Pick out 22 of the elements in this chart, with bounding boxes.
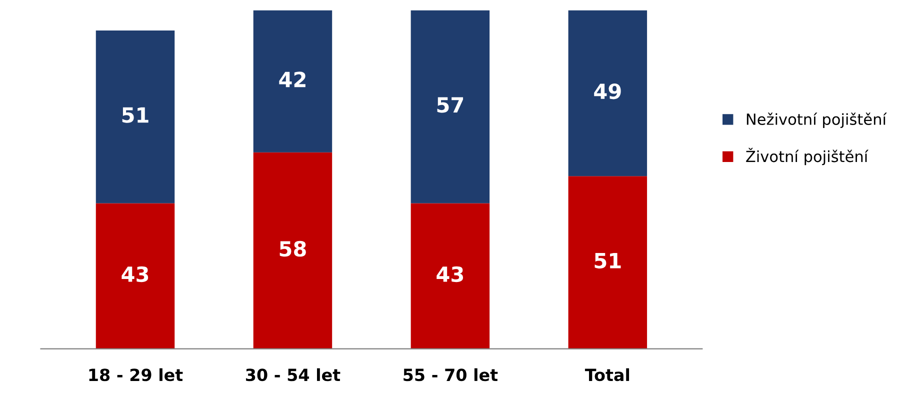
data-label: 58 — [280, 240, 306, 257]
bar — [568, 176, 648, 349]
data-label: 43 — [436, 266, 464, 282]
x-tick-label: 18 - 29 let — [89, 368, 183, 382]
bar — [568, 10, 648, 176]
data-label: 42 — [279, 72, 306, 88]
data-label: 49 — [594, 83, 621, 100]
x-tick-label: Total — [584, 368, 630, 382]
legend-label: Životní pojištění — [746, 148, 869, 166]
data-label: 51 — [594, 253, 621, 269]
legend-label: Neživotní pojištění — [746, 112, 887, 128]
bar — [253, 152, 332, 349]
data-label: 43 — [122, 266, 148, 282]
x-tick-label: 55 - 70 let — [404, 368, 498, 382]
data-label: 51 — [122, 107, 148, 123]
bar — [253, 10, 332, 152]
x-tick-label: 30 - 54 let — [246, 368, 340, 382]
bar — [410, 10, 490, 204]
bar — [410, 203, 490, 349]
bar — [96, 203, 175, 349]
data-label: 57 — [437, 97, 464, 113]
bar — [96, 30, 175, 204]
